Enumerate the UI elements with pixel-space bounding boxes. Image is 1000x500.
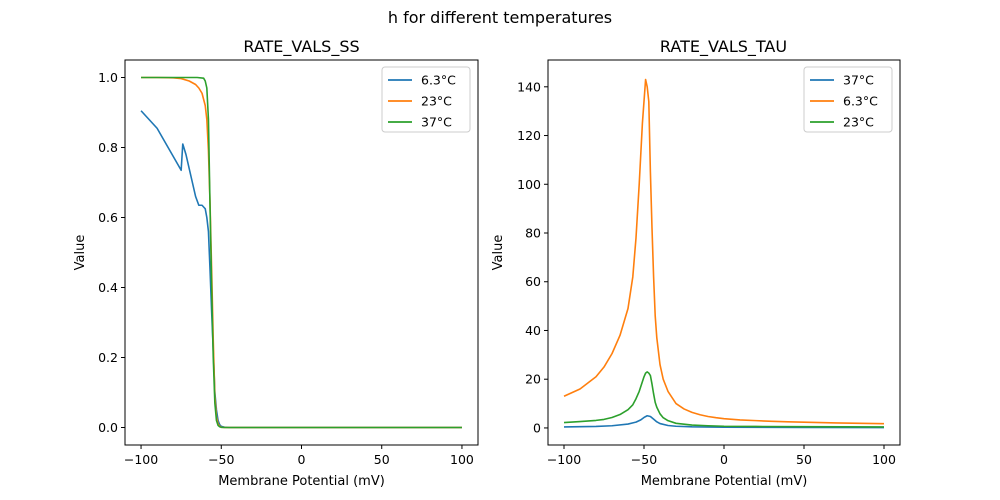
chart-panel-tau: RATE_VALS_TAU −100 −50 0 50 100 0 20 40 60 80 100… — [491, 37, 901, 489]
series-line-0 — [563, 414, 885, 429]
y-tick-label: 100 — [517, 177, 541, 192]
series-group — [563, 78, 885, 429]
y-tick-label: 40 — [525, 323, 541, 338]
x-tick-label: −100 — [547, 452, 581, 467]
x-tick-label: −50 — [631, 452, 657, 467]
y-tick-label: 0.6 — [98, 210, 118, 225]
series-group — [140, 76, 462, 429]
y-tick-label: 0.0 — [98, 420, 118, 435]
y-tick-label: 120 — [517, 128, 541, 143]
legend-label: 6.3°C — [843, 94, 878, 109]
x-tick-label: 50 — [796, 452, 812, 467]
legend-label: 23°C — [843, 115, 874, 130]
y-tick-label: 0.8 — [98, 140, 118, 155]
y-tick-label: 80 — [525, 226, 541, 241]
chart-title: RATE_VALS_TAU — [660, 37, 787, 57]
y-tick-label: 140 — [517, 79, 541, 94]
legend: 6.3°C 23°C 37°C — [381, 66, 471, 133]
y-tick-label: 60 — [525, 274, 541, 289]
legend: 37°C 6.3°C 23°C — [803, 66, 893, 133]
x-tick-label: −100 — [124, 452, 158, 467]
legend-label: 37°C — [421, 115, 452, 130]
x-tick-label: 50 — [374, 452, 390, 467]
x-tick-label: 100 — [450, 452, 474, 467]
y-tick-label: 1.0 — [98, 70, 118, 85]
y-tick-label: 0.4 — [98, 280, 118, 295]
legend-box — [803, 66, 893, 133]
legend-label: 6.3°C — [421, 73, 456, 88]
chart-title: RATE_VALS_SS — [243, 37, 359, 57]
x-tick-label: 0 — [298, 452, 306, 467]
chart-panel-ss: RATE_VALS_SS −100 −50 0 50 100 0.00.20.40.60… — [73, 37, 479, 489]
series-line-2 — [141, 76, 462, 429]
x-tick-label: 0 — [720, 452, 728, 467]
figure-suptitle: h for different temperatures — [388, 8, 612, 27]
y-axis-label: Value — [73, 235, 88, 271]
x-axis-label: Membrane Potential (mV) — [641, 474, 808, 489]
legend-label: 23°C — [421, 94, 452, 109]
legend-label: 37°C — [843, 73, 874, 88]
x-axis-ticks: −100 −50 0 50 100 — [547, 445, 896, 467]
legend-box — [381, 66, 471, 133]
series-line-2 — [563, 371, 885, 428]
series-line-1 — [563, 78, 885, 425]
x-axis-ticks: −100 −50 0 50 100 — [124, 445, 474, 467]
y-axis-ticks: 0 20 40 60 80 100 120 140 — [517, 79, 548, 435]
y-tick-label: 0.2 — [98, 350, 118, 365]
y-tick-label: 0 — [533, 420, 541, 435]
y-axis-label: Value — [491, 235, 506, 271]
y-axis-ticks: 0.0 0.2 0.4 0.6 0.8 1.0 — [98, 70, 125, 435]
y-tick-label: 20 — [525, 372, 541, 387]
series-line-0 — [140, 110, 462, 429]
x-tick-label: 100 — [872, 452, 896, 467]
x-axis-label: Membrane Potential (mV) — [218, 474, 385, 489]
x-tick-label: −50 — [208, 452, 234, 467]
